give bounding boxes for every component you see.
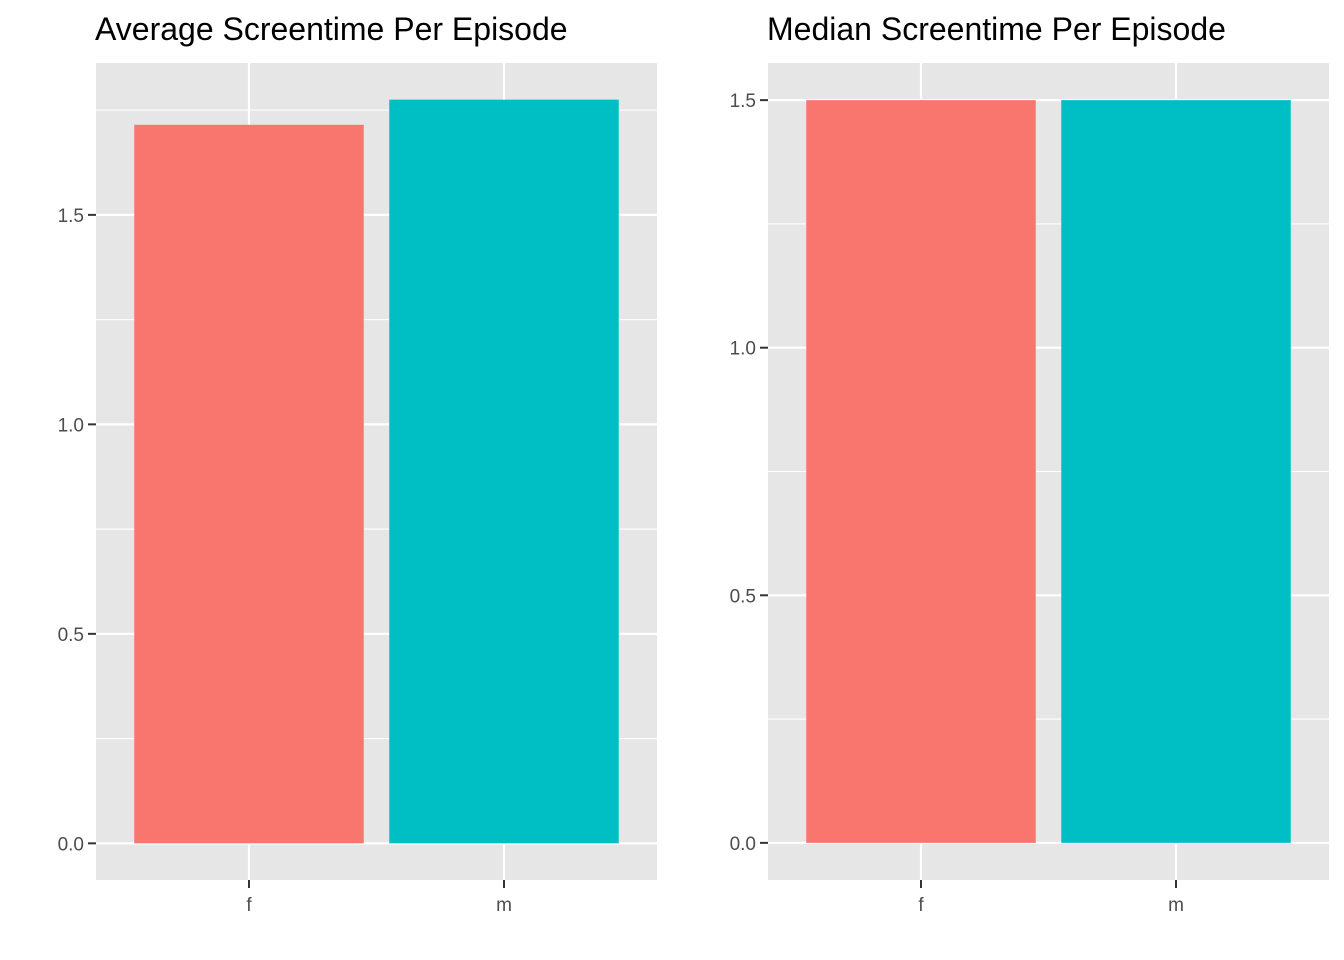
chart-title: Average Screentime Per Episode [95, 11, 568, 47]
y-tick-label: 1.5 [58, 206, 84, 227]
y-tick-label: 0.5 [58, 625, 84, 646]
y-tick-label: 1.0 [730, 339, 756, 360]
y-tick-label: 1.0 [58, 415, 84, 436]
bar-m [389, 99, 619, 844]
x-tick-label: f [918, 895, 924, 916]
x-tick-label: f [246, 895, 252, 916]
bar-m [1061, 100, 1291, 843]
chart-panel-2: 0.0 0.5 1.0 1.5 f m Median Screentime Per Epis… [730, 11, 1329, 916]
bar-f [806, 100, 1036, 843]
y-tick-label: 0.0 [730, 834, 756, 855]
y-tick-label: 0.0 [58, 834, 84, 855]
chart-panel-1: 0.0 0.5 1.0 1.5 f m Average Screentime Per Epi… [58, 11, 657, 916]
y-tick-label: 1.5 [730, 91, 756, 112]
y-tick-label: 0.5 [730, 586, 756, 607]
bar-f [134, 124, 364, 844]
x-tick-label: m [1168, 895, 1184, 916]
x-tick-label: m [496, 895, 512, 916]
chart-title: Median Screentime Per Episode [767, 11, 1226, 47]
